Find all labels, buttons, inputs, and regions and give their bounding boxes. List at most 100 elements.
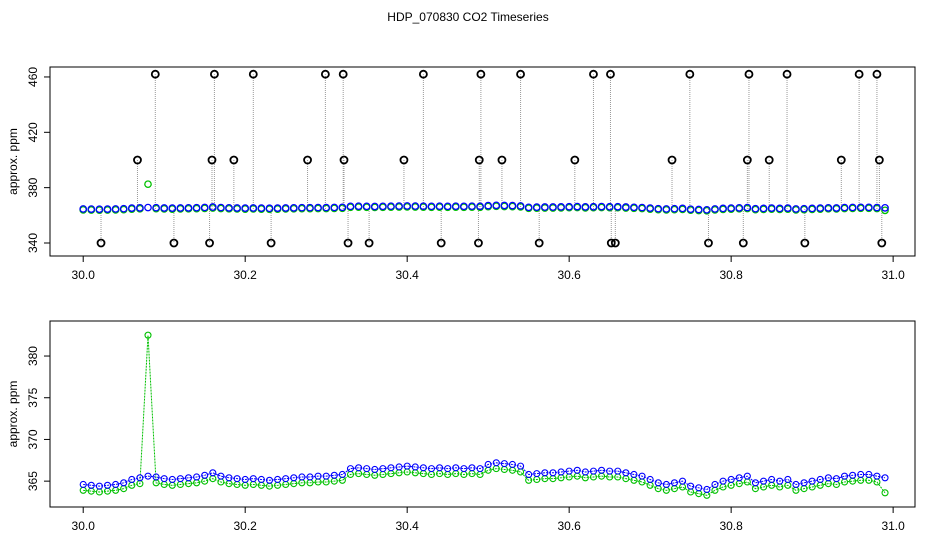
data-point (751, 479, 759, 487)
data-point (654, 479, 662, 487)
outlier-point (800, 238, 810, 248)
data-point (516, 202, 525, 210)
data-point (581, 468, 589, 476)
data-point (476, 465, 484, 473)
data-point (679, 477, 687, 485)
data-point (128, 475, 136, 484)
data-point (500, 201, 509, 210)
data-point (387, 464, 395, 472)
data-point (743, 203, 752, 212)
data-point (864, 203, 873, 212)
y-tick-label: 365 (26, 471, 40, 491)
data-point (630, 470, 638, 479)
data-point (662, 480, 670, 489)
data-point (703, 485, 711, 494)
data-point (371, 465, 379, 474)
figure-title: HDP_070830 CO2 Timeseries (387, 10, 548, 24)
data-point (306, 473, 314, 481)
data-point (776, 477, 784, 485)
data-point (395, 202, 403, 210)
outlier-point (343, 238, 353, 248)
data-point (759, 477, 768, 485)
data-point (419, 202, 428, 211)
data-point (411, 463, 419, 471)
data-point (282, 475, 290, 483)
outlier-point (570, 155, 580, 165)
data-point (403, 462, 411, 470)
data-point (298, 473, 306, 481)
data-point (743, 472, 751, 480)
outlier-point (744, 69, 754, 79)
data-point (832, 204, 841, 212)
outlier-point (685, 69, 695, 79)
data-point (112, 480, 120, 489)
data-point (95, 482, 103, 490)
outlier-point (169, 238, 179, 248)
data-point (427, 465, 436, 473)
series-line (83, 335, 886, 496)
data-point (274, 475, 282, 484)
data-point (686, 205, 695, 214)
data-point (281, 204, 290, 212)
y-tick-label: 420 (26, 122, 40, 142)
x-tick-label: 30.6 (557, 268, 581, 282)
outlier-point (320, 69, 330, 79)
data-point (800, 479, 808, 487)
outlier-point (303, 155, 312, 165)
data-point (613, 202, 622, 211)
data-point (719, 204, 727, 213)
data-point (184, 474, 193, 482)
outlier-point (497, 155, 507, 165)
outlier-point (738, 238, 748, 248)
outlier-point (742, 155, 752, 165)
data-point (225, 204, 233, 212)
data-point (541, 469, 549, 477)
data-point (532, 203, 541, 212)
data-point (751, 204, 760, 213)
y-tick-label: 370 (26, 429, 40, 449)
data-point (208, 203, 217, 211)
data-point (322, 472, 330, 480)
data-point (622, 203, 630, 211)
data-point (857, 470, 865, 479)
data-point (589, 467, 598, 475)
x-tick-label: 30.4 (395, 268, 419, 282)
data-point (694, 205, 703, 214)
data-point (298, 203, 306, 212)
outlier-point (210, 69, 219, 79)
outlier-point (248, 69, 258, 79)
data-point (370, 202, 379, 211)
outlier-point (364, 238, 374, 248)
data-point (249, 475, 257, 483)
data-point (500, 460, 508, 468)
x-tick-label: 30.8 (719, 519, 743, 533)
plot-frame (49, 320, 916, 508)
outlier-point (339, 155, 349, 165)
outlier-point (207, 155, 217, 165)
data-point (387, 202, 395, 211)
data-point (152, 203, 160, 212)
data-point (727, 475, 735, 484)
data-point (136, 474, 144, 482)
data-point (865, 470, 873, 479)
data-point (257, 204, 266, 212)
outlier-point (764, 155, 774, 165)
outlier-point (874, 155, 884, 165)
data-point (784, 475, 792, 484)
data-point (856, 203, 865, 212)
data-point (290, 474, 298, 482)
data-point (881, 474, 889, 482)
data-point (573, 466, 581, 474)
data-point (719, 477, 727, 485)
data-point (362, 202, 371, 211)
data-point (435, 202, 444, 211)
data-point (549, 203, 557, 211)
x-tick-label: 30.2 (234, 519, 258, 533)
data-point (630, 203, 638, 212)
data-point (79, 205, 88, 213)
data-point (427, 202, 436, 211)
data-point (533, 470, 541, 478)
data-point (192, 203, 201, 212)
data-point (735, 474, 743, 482)
data-point (241, 475, 249, 484)
